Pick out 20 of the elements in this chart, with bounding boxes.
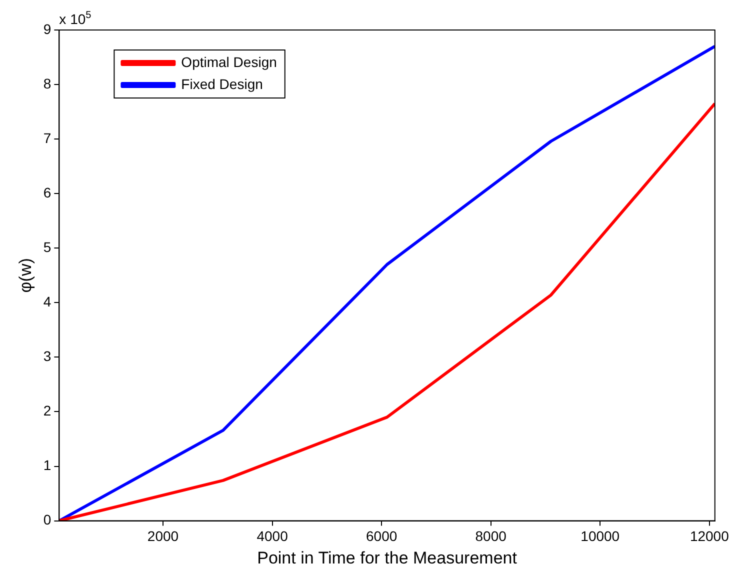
legend-label: Optimal Design xyxy=(181,54,277,70)
y-tick-label: 7 xyxy=(43,130,52,146)
y-tick-label: 2 xyxy=(43,402,52,419)
legend-label: Fixed Design xyxy=(181,76,263,92)
y-tick-label: 3 xyxy=(43,348,52,364)
x-tick-label: 6000 xyxy=(366,528,398,544)
x-tick-label: 2000 xyxy=(147,528,179,544)
x-tick-label: 8000 xyxy=(475,528,507,544)
x-tick-label: 4000 xyxy=(256,528,288,544)
x-tick-label: 12000 xyxy=(690,528,730,544)
y-tick-label: 1 xyxy=(43,457,52,474)
y-tick-label: 0 xyxy=(43,512,52,528)
y-tick-label: 8 xyxy=(43,75,52,92)
y-tick-label: 4 xyxy=(43,294,52,310)
x-axis-title: Point in Time for the Measurement xyxy=(257,548,518,568)
y-tick-label: 5 xyxy=(43,238,52,255)
y-tick-label: 9 xyxy=(43,20,52,37)
y-axis-title: φ(w) xyxy=(16,258,35,293)
x-tick-label: 10000 xyxy=(580,528,620,544)
y-tick-label: 6 xyxy=(43,184,52,200)
